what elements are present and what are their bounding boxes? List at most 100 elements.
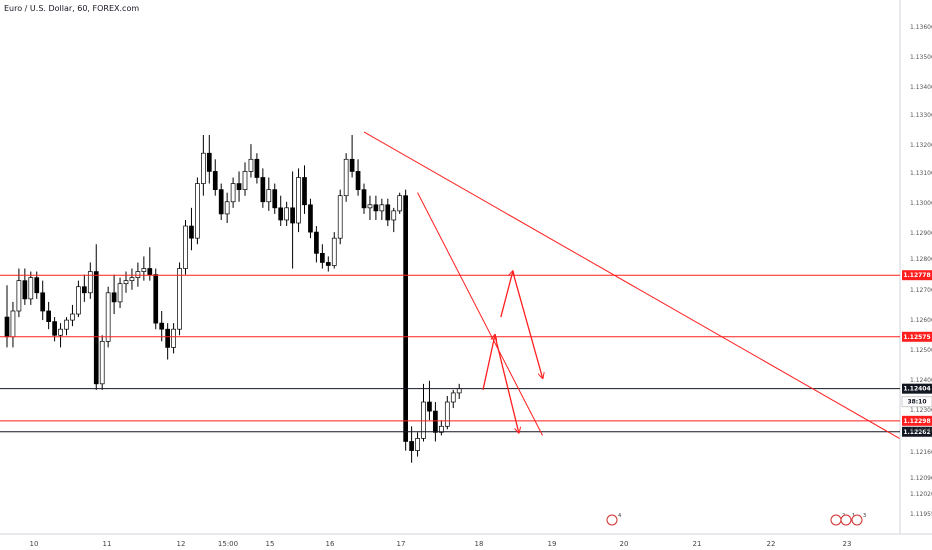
candle-body [201,152,206,184]
event-flag-icon[interactable] [851,514,863,526]
candle-body [278,207,284,221]
chart-title: Euro / U.S. Dollar, 60, FOREX.com [4,4,140,13]
y-tick-label: 1.12700 [910,287,932,294]
candle-body [141,268,147,272]
candle-body [308,204,313,233]
candle-body [361,189,367,209]
time-axis[interactable]: 10 11 12 15:00 15 16 17 18 19 20 21 22 23 [30,540,852,548]
y-tick-label: 1.13600 [910,24,932,31]
price-tag-label: 1.12404 [903,386,930,393]
candle-body [171,328,176,348]
grid [0,0,932,535]
candle-body [4,316,10,338]
event-flag-icon[interactable] [606,514,618,526]
price-tag [902,331,932,342]
x-tick-label: 15 [266,540,275,548]
candle-body [117,283,123,303]
candle-body [230,183,236,203]
candle-body [123,280,129,285]
candle-body [28,277,34,300]
y-tick-label: 1.12240 [910,427,932,434]
horizontal-levels [0,274,900,433]
x-tick-label: 20 [620,540,629,548]
candle-body [99,340,105,385]
x-tick-label: 12 [177,540,186,548]
candle-body [242,171,248,190]
candle-body [450,392,456,403]
candle-body [391,210,397,221]
candle-body [52,321,57,336]
y-tick-label: 1.12500 [910,347,932,354]
y-tick-label: 1.12020 [910,491,932,498]
candle-body [58,328,63,336]
candle-body [195,183,200,239]
countdown-tag [901,396,932,408]
candle-body [81,286,87,294]
candle-body [296,177,301,224]
trendline [363,131,900,439]
x-tick-label: 23 [843,540,852,548]
countdown-label: 38:10 [907,399,926,406]
candle-body [159,322,165,330]
y-tick-label: 1.13300 [910,112,932,119]
candle-body [206,152,212,172]
candle-body [349,158,355,172]
candle-body [331,237,337,266]
candles-layer [4,135,462,463]
candle-body [40,292,46,312]
trendlines [363,131,900,439]
candle-body [260,177,266,203]
candle-body [254,158,260,178]
candle-body [456,388,462,394]
candle-body [397,195,403,212]
candle-body [22,280,28,300]
price-tag-label: 1.12298 [903,418,930,425]
projection-arrow [500,272,513,318]
y-tick-label: 1.12800 [910,256,932,263]
candle-body [248,158,254,172]
event-flag-icon[interactable] [840,514,852,526]
candle-body [34,277,40,294]
candle-body [165,328,170,348]
x-tick-label: 15:00 [218,540,238,548]
price-tag-label: 1.12778 [903,272,930,279]
candle-body [105,292,111,342]
x-tick-label: 17 [397,540,406,548]
x-tick-label: 11 [103,540,112,548]
candle-body [439,425,444,433]
y-tick-label: 1.12400 [910,377,932,384]
candle-body [70,313,75,321]
price-axis[interactable]: 1.12778 1.12575 1.12298 1.12262 1.12404 38:10… [901,24,932,518]
y-tick-label: 1.13000 [910,200,932,207]
candle-body [421,401,426,439]
event-flag-icon[interactable] [830,514,842,526]
candle-body [236,183,242,190]
candle-body [46,310,52,322]
price-tag [902,270,932,281]
y-tick-label: 1.12600 [910,317,932,324]
price-tag [902,383,932,394]
candle-body [135,271,141,278]
price-tag-label: 1.12575 [903,334,930,341]
y-tick-label: 1.11955 [910,511,932,518]
candle-body [153,274,159,324]
candle-body [385,204,391,221]
candle-body [433,410,438,433]
candle-body [189,225,194,239]
candle-body [111,292,117,303]
candle-body [16,280,22,312]
candle-body [343,158,349,197]
x-tick-label: 16 [326,540,335,548]
x-tick-label: 19 [548,540,557,548]
candle-body [355,171,361,190]
event-count: 3 [863,513,866,519]
candle-body [403,195,408,442]
candle-body [325,262,331,266]
candle-body [367,204,373,209]
y-tick-label: 1.12090 [910,475,932,482]
candle-body [290,207,295,224]
event-badges[interactable]: 4213 [606,513,866,526]
candle-body [177,268,182,330]
candle-body [64,319,69,330]
